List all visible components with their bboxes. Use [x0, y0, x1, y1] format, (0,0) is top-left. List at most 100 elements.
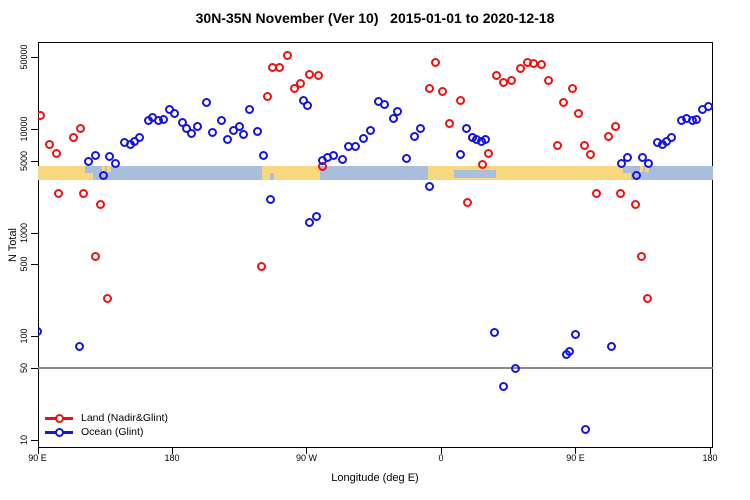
- data-point: [559, 98, 569, 108]
- data-point: [303, 101, 313, 111]
- ocean-band-segment: [269, 173, 275, 180]
- data-point: [91, 150, 101, 160]
- data-point: [642, 293, 652, 303]
- data-point: [591, 189, 601, 199]
- land-band-segment: [644, 165, 649, 173]
- data-point: [455, 96, 465, 106]
- data-point: [304, 218, 314, 228]
- data-point: [68, 133, 78, 143]
- x-tick-label: 90 W: [295, 453, 317, 463]
- data-point: [252, 126, 262, 136]
- data-point: [511, 364, 521, 374]
- data-point: [134, 133, 144, 143]
- data-point: [692, 114, 702, 124]
- legend-ring-icon: [54, 413, 64, 423]
- land-band-segment: [85, 172, 93, 180]
- data-point: [606, 341, 616, 351]
- land-band-segment: [639, 165, 644, 173]
- data-point: [304, 70, 314, 80]
- data-point: [44, 140, 54, 150]
- data-point: [553, 140, 563, 150]
- land-band-segment: [261, 165, 320, 180]
- data-point: [409, 132, 419, 142]
- x-tick-mark: [575, 448, 577, 454]
- x-tick-label: 0: [438, 453, 444, 463]
- data-point: [636, 252, 646, 262]
- chart-title: 30N-35N November (Ver 10) 2015-01-01 to …: [195, 10, 555, 26]
- data-point: [312, 212, 322, 222]
- y-tick-label: 50: [19, 362, 29, 373]
- legend-label: Ocean (Glint): [81, 426, 144, 438]
- x-tick-mark: [306, 448, 308, 454]
- data-point: [478, 159, 488, 169]
- plot-area: [38, 42, 713, 448]
- x-tick-label: 180: [164, 453, 180, 463]
- data-point: [207, 127, 217, 137]
- legend-marker-icon: [45, 413, 73, 423]
- data-point: [567, 84, 577, 94]
- data-point: [266, 195, 276, 205]
- data-point: [581, 425, 591, 435]
- data-point: [170, 109, 180, 119]
- data-point: [164, 104, 174, 114]
- data-point: [666, 133, 676, 143]
- data-point: [499, 381, 509, 391]
- data-point: [76, 123, 86, 133]
- data-point: [455, 150, 465, 160]
- data-point: [95, 199, 105, 209]
- plot-border: [38, 42, 713, 448]
- y-tick-mark: [31, 367, 38, 369]
- x-tick-label: 90 E: [566, 453, 585, 463]
- data-point: [366, 126, 376, 136]
- data-point: [430, 58, 440, 68]
- data-point: [74, 341, 84, 351]
- data-point: [98, 171, 108, 181]
- x-tick-mark: [171, 448, 173, 454]
- data-point: [515, 64, 525, 74]
- legend-ring-icon: [54, 427, 64, 437]
- data-point: [437, 87, 447, 97]
- reference-line-50: [38, 366, 713, 369]
- data-point: [104, 151, 114, 161]
- data-point: [393, 107, 403, 117]
- land-band-segment: [623, 172, 631, 180]
- y-tick-mark: [31, 160, 38, 162]
- x-tick-mark: [709, 448, 711, 454]
- x-tick-mark: [37, 448, 39, 454]
- x-tick-label: 180: [702, 453, 718, 463]
- data-point: [445, 118, 455, 128]
- data-point: [491, 71, 501, 81]
- y-tick-label: 500: [19, 256, 29, 272]
- data-point: [263, 92, 273, 102]
- y-tick-mark: [31, 264, 38, 266]
- y-tick-mark: [31, 232, 38, 234]
- x-tick-label: 90 E: [28, 453, 47, 463]
- data-point: [536, 60, 546, 70]
- data-point: [328, 150, 338, 160]
- y-tick-label: 1000: [19, 222, 29, 243]
- data-point: [83, 157, 93, 167]
- data-point: [79, 189, 89, 199]
- data-point: [463, 198, 473, 208]
- data-point: [544, 76, 554, 86]
- data-point: [186, 128, 196, 138]
- data-point: [239, 129, 249, 139]
- x-axis-title: Longitude (deg E): [331, 472, 419, 484]
- y-tick-label: 10000: [19, 116, 29, 142]
- y-tick-label: 50000: [19, 44, 29, 70]
- data-point: [424, 182, 434, 192]
- data-point: [258, 150, 268, 160]
- data-point: [337, 155, 347, 165]
- data-point: [103, 293, 113, 303]
- data-point: [313, 71, 323, 81]
- data-point: [257, 262, 267, 272]
- data-point: [379, 100, 389, 110]
- y-tick-label: 10: [19, 434, 29, 446]
- data-point: [110, 158, 120, 168]
- data-point: [91, 252, 101, 262]
- y-tick-mark: [31, 440, 38, 441]
- y-tick-label: 100: [19, 328, 29, 344]
- data-point: [630, 199, 640, 209]
- data-point: [617, 158, 627, 168]
